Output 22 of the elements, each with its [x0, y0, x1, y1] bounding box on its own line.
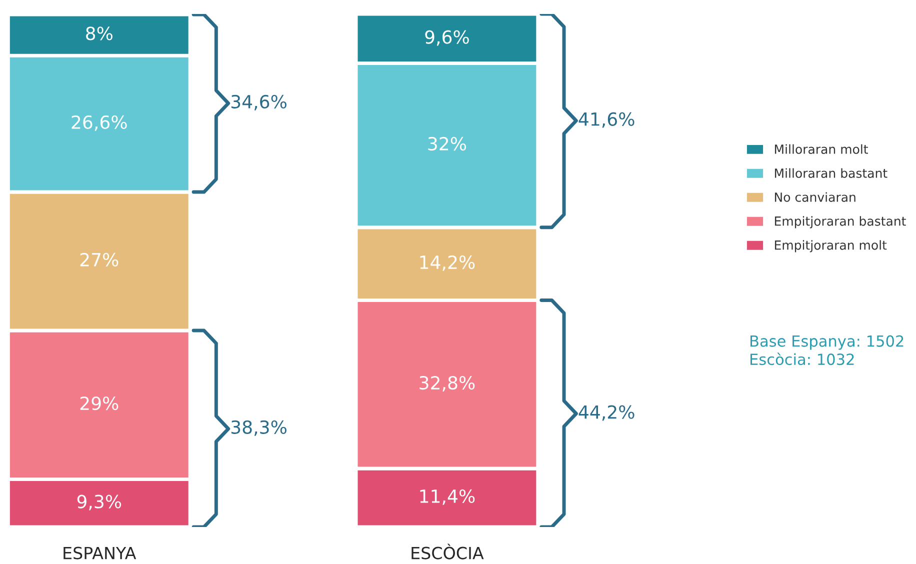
data-label: 27%	[80, 252, 118, 267]
annotation: 41,6%	[578, 112, 634, 128]
data-label: 8%	[86, 26, 112, 40]
text: Base Espanya: 1502 Escòcia: 1032	[750, 335, 904, 366]
data-label: 14,2%	[420, 255, 475, 271]
legend-label: Milloraran bastant	[774, 168, 888, 178]
data-label: 11,4%	[420, 489, 475, 505]
legend-label: Milloraran molt	[774, 144, 868, 154]
legend-label: Empitjoraran molt	[774, 240, 887, 252]
data-label: 9,3%	[77, 494, 122, 510]
annotation: 34,6%	[231, 94, 286, 110]
annotation: 38,3%	[231, 420, 286, 436]
data-label: 26,6%	[72, 115, 127, 131]
annotation: 44,2%	[578, 405, 634, 421]
legend-label: No canviaran	[774, 192, 856, 202]
data-label: 32%	[428, 136, 466, 151]
data-label: 9,6%	[425, 30, 469, 46]
x-tick-label: ESCÒCIA	[412, 544, 484, 560]
legend-label: Empitjoraran bastant	[774, 216, 906, 228]
x-tick-label: ESPANYA	[64, 546, 136, 560]
data-label: 29%	[80, 396, 118, 410]
data-label: 32,8%	[420, 376, 475, 392]
